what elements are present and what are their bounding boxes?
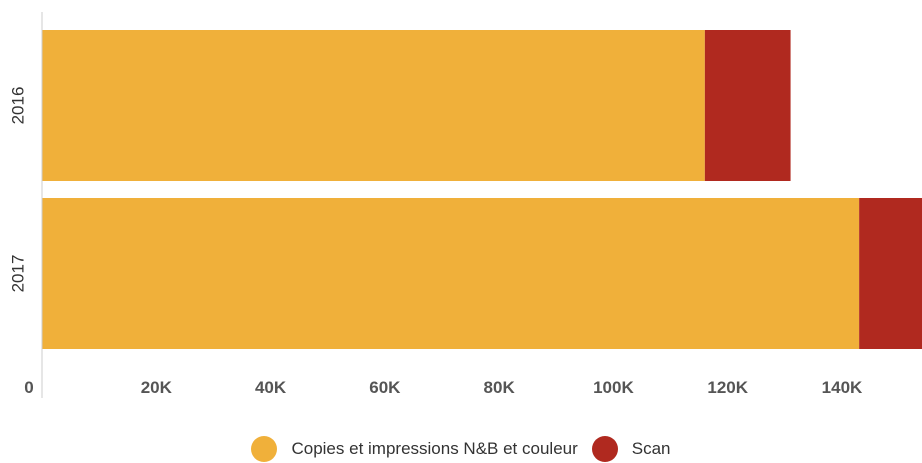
bar-2017-copies[interactable] xyxy=(42,198,860,349)
x-tick-40K: 40K xyxy=(255,378,287,397)
bar-2016-scan[interactable] xyxy=(704,30,791,181)
legend-label-scan: Scan xyxy=(631,439,671,458)
x-tick-80K: 80K xyxy=(484,378,516,397)
category-labels: 2016 2017 xyxy=(8,87,27,293)
x-tick-140K: 140K xyxy=(822,378,863,397)
category-label-2017: 2017 xyxy=(8,255,27,293)
legend-swatch-copies xyxy=(251,436,278,462)
legend-item-scan[interactable]: Scan xyxy=(591,436,671,462)
x-tick-120K: 120K xyxy=(707,378,748,397)
x-tick-labels: 0 20K 40K 60K 80K 100K 120K 140K xyxy=(24,378,863,397)
bars-group xyxy=(42,30,922,349)
legend-swatch-scan xyxy=(591,436,618,462)
bar-2016-copies[interactable] xyxy=(42,30,705,181)
category-label-2016: 2016 xyxy=(8,87,27,125)
x-tick-100K: 100K xyxy=(593,378,634,397)
x-tick-60K: 60K xyxy=(369,378,401,397)
x-tick-20K: 20K xyxy=(141,378,173,397)
legend-item-copies[interactable]: Copies et impressions N&B et couleur xyxy=(251,436,578,462)
bar-2017-scan[interactable] xyxy=(859,198,922,349)
x-tick-0: 0 xyxy=(24,378,33,397)
legend: Copies et impressions N&B et couleur Sca… xyxy=(0,436,922,462)
legend-label-copies: Copies et impressions N&B et couleur xyxy=(291,439,578,458)
